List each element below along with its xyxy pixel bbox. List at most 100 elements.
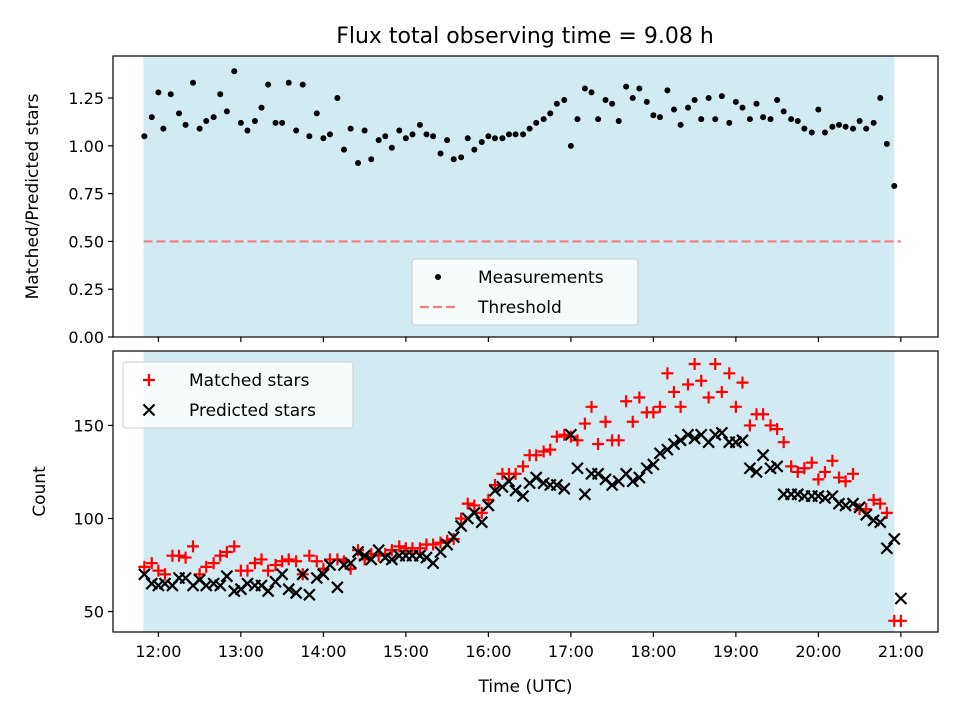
- measurement-point: [396, 127, 403, 134]
- predicted-star-point: [516, 489, 530, 503]
- matched-star-point: [620, 395, 633, 408]
- matched-star-point: [187, 540, 200, 553]
- measurement-point: [540, 116, 547, 123]
- matched-star-point: [695, 374, 708, 387]
- top-legend: Measurements Threshold: [411, 258, 639, 326]
- x-tick-label: 18:00: [630, 642, 676, 661]
- measurement-point: [836, 121, 842, 128]
- matched-star-point: [220, 545, 233, 558]
- measurement-point: [732, 98, 739, 105]
- measurement-point: [141, 133, 148, 140]
- matched-star-point: [248, 557, 261, 570]
- matched-star-point: [647, 406, 660, 419]
- legend-entry: Matched stars: [143, 371, 309, 391]
- measurement-point: [444, 137, 451, 144]
- y-tick-label: 0.25: [68, 280, 104, 299]
- measurement-point: [464, 135, 471, 142]
- predicted-star-point: [344, 556, 357, 570]
- matched-star-point: [173, 549, 185, 562]
- predicted-star-point: [426, 556, 440, 570]
- predicted-star-point: [578, 488, 592, 501]
- matched-star-point: [798, 462, 811, 475]
- measurement-point: [726, 119, 733, 126]
- matched-star-point: [152, 564, 165, 577]
- predicted-star-point: [331, 581, 344, 594]
- measurement-point: [430, 133, 437, 140]
- measurement-point: [794, 117, 801, 124]
- measurement-point: [217, 91, 224, 98]
- predicted-star-point: [364, 553, 378, 566]
- measurement-point: [815, 106, 822, 113]
- measurement-point: [491, 135, 498, 142]
- measurement-point: [416, 121, 423, 128]
- matched-star-point: [812, 473, 825, 486]
- matched-star-point: [393, 540, 406, 553]
- bottom-x-ticks: 12:00 13:00 14:00 15:00 16:00 17:00 18:00 19:00…: [135, 632, 924, 661]
- measurement-point: [347, 125, 354, 132]
- predicted-star-point: [887, 532, 901, 546]
- y-tick-label: 1.00: [68, 137, 104, 156]
- matched-star-point: [894, 614, 907, 627]
- measurement-point: [272, 119, 279, 126]
- measurement-point: [877, 95, 884, 102]
- measurement-point: [774, 96, 781, 103]
- measurement-point: [671, 106, 677, 113]
- predicted-star-point: [199, 579, 213, 592]
- predicted-star-point: [550, 478, 564, 492]
- matched-star-point: [729, 400, 742, 413]
- legend-label: Matched stars: [189, 371, 309, 391]
- matched-star-point: [709, 358, 722, 371]
- predicted-star-point: [296, 568, 310, 581]
- measurement-point: [526, 125, 533, 132]
- matched-star-point: [668, 385, 680, 398]
- predicted-star-point: [241, 577, 254, 590]
- measurement-point: [629, 95, 636, 102]
- measurement-point: [588, 89, 595, 96]
- matched-star-point: [461, 497, 474, 510]
- predicted-star-point: [502, 474, 516, 488]
- measurement-point: [883, 140, 890, 147]
- predicted-star-point: [688, 432, 701, 445]
- matched-star-point: [592, 438, 605, 451]
- measurement-point: [437, 150, 444, 157]
- measurement-point: [691, 96, 698, 103]
- predicted-stars-series: [138, 426, 908, 605]
- matched-star-point: [352, 544, 365, 557]
- measurement-point: [210, 114, 217, 121]
- measurement-point: [856, 117, 863, 124]
- matched-star-point: [674, 400, 687, 413]
- measurement-point: [231, 68, 238, 75]
- predicted-star-point: [529, 471, 543, 484]
- matched-star-point: [702, 391, 715, 404]
- matched-star-point: [310, 555, 323, 568]
- measurement-point: [677, 121, 684, 128]
- predicted-star-point: [158, 577, 172, 590]
- measurement-point: [382, 133, 389, 140]
- matched-star-point: [847, 467, 860, 480]
- matched-star-point: [682, 378, 695, 391]
- predicted-star-point: [310, 571, 324, 585]
- matched-star-point: [558, 428, 571, 441]
- y-tick-label: 0.75: [68, 185, 104, 204]
- matched-star-point: [544, 443, 557, 456]
- matched-star-point: [200, 560, 213, 573]
- measurement-point: [320, 135, 327, 142]
- measurement-point: [533, 119, 540, 126]
- matched-star-point: [585, 400, 598, 413]
- matched-star-point: [214, 549, 227, 562]
- measurement-point: [891, 182, 898, 189]
- predicted-star-point: [818, 491, 832, 505]
- matched-star-point: [413, 542, 426, 555]
- top-axes-frame: [112, 55, 939, 338]
- predicted-star-point: [475, 515, 489, 529]
- matched-star-point: [880, 506, 893, 519]
- matched-star-point: [262, 564, 275, 577]
- y-tick-label: 0.50: [68, 232, 104, 251]
- measurement-point: [375, 137, 382, 144]
- matched-star-point: [276, 555, 289, 568]
- matched-star-point: [138, 560, 151, 573]
- x-tick-label: 14:00: [300, 642, 346, 661]
- legend-entry: Threshold: [420, 298, 562, 318]
- legend-entry: Measurements: [435, 268, 604, 288]
- measurement-point: [656, 114, 663, 121]
